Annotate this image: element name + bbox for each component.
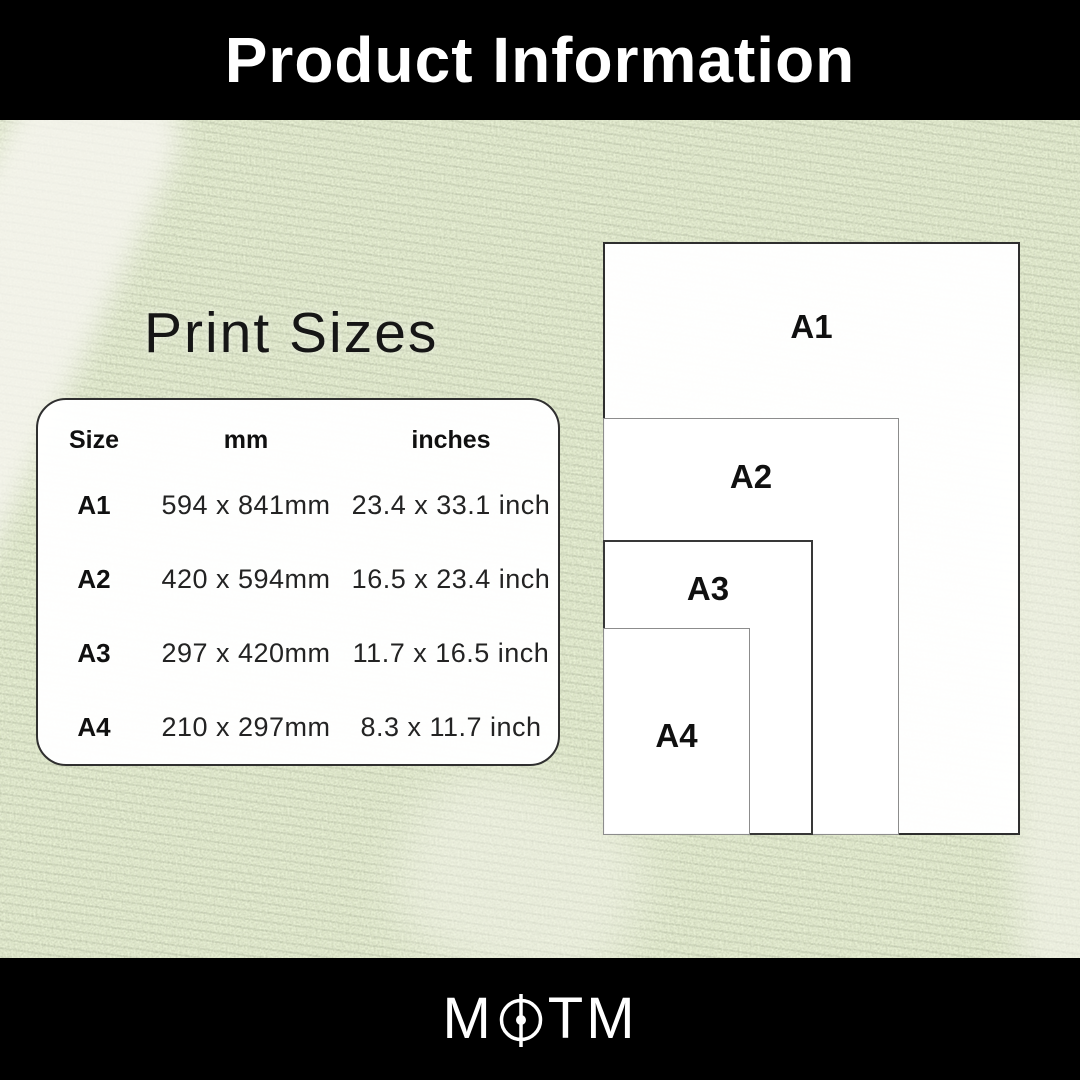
size-inches: 16.5 x 23.4 inch bbox=[351, 563, 551, 594]
size-label: A1 bbox=[77, 489, 111, 520]
header-bar: Product Information bbox=[0, 0, 1080, 120]
paper-size-diagram: A1 A2 A3 A4 bbox=[603, 242, 1020, 835]
table-header-row: Size mm inches bbox=[44, 412, 552, 468]
size-inches: 23.4 x 33.1 inch bbox=[351, 489, 551, 520]
brand-letters-tm: TM bbox=[547, 986, 638, 1051]
sheet-label-a2: A2 bbox=[729, 458, 773, 495]
size-inches: 8.3 x 11.7 inch bbox=[360, 711, 542, 742]
table-row: A1 594 x 841mm 23.4 x 33.1 inch bbox=[44, 468, 552, 542]
paper-sheet-a4: A4 bbox=[603, 628, 750, 835]
column-header-size: Size bbox=[68, 425, 120, 454]
table-row: A2 420 x 594mm 16.5 x 23.4 inch bbox=[44, 542, 552, 616]
sheet-label-a4: A4 bbox=[655, 717, 698, 754]
size-label: A3 bbox=[77, 637, 111, 668]
size-mm: 594 x 841mm bbox=[161, 489, 331, 520]
print-sizes-card: Size mm inches A1 594 x 841mm 23.4 x 33.… bbox=[36, 398, 560, 766]
table-row: A4 210 x 297mm 8.3 x 11.7 inch bbox=[44, 690, 552, 764]
column-header-inches: inches bbox=[411, 425, 491, 454]
brand-letter-m: M bbox=[442, 986, 494, 1051]
sheet-label-a3: A3 bbox=[686, 570, 730, 607]
size-mm: 420 x 594mm bbox=[161, 563, 331, 594]
page-title: Product Information bbox=[224, 24, 856, 96]
size-label: A4 bbox=[77, 711, 111, 742]
size-mm: 210 x 297mm bbox=[161, 711, 331, 742]
size-mm: 297 x 420mm bbox=[161, 637, 331, 668]
size-label: A2 bbox=[77, 563, 111, 594]
football-centre-spot-icon bbox=[499, 994, 543, 1047]
column-header-mm: mm bbox=[223, 425, 269, 454]
brand-logo: M TM bbox=[442, 990, 637, 1048]
table-row: A3 297 x 420mm 11.7 x 16.5 inch bbox=[44, 616, 552, 690]
footer-bar: M TM bbox=[0, 958, 1080, 1080]
section-title: Print Sizes bbox=[144, 301, 439, 365]
sheet-label-a1: A1 bbox=[790, 308, 833, 345]
size-inches: 11.7 x 16.5 inch bbox=[352, 637, 550, 668]
